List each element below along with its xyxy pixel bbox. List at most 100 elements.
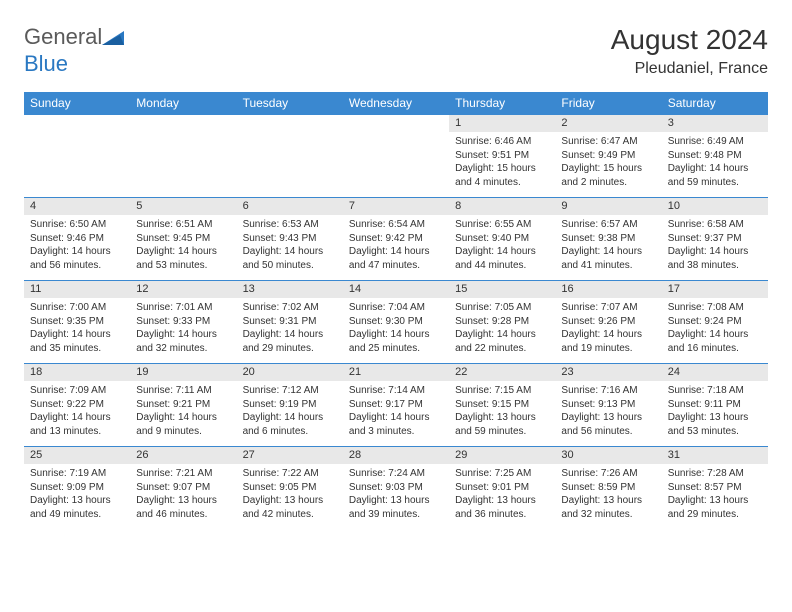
day-header-cell: Wednesday [343, 92, 449, 114]
day-header-cell: Sunday [24, 92, 130, 114]
daylight-text: Daylight: 14 hours and 32 minutes. [136, 328, 230, 355]
day-number: 3 [662, 115, 768, 132]
day-header-cell: Thursday [449, 92, 555, 114]
day-number: 18 [24, 364, 130, 381]
day-cell: 13Sunrise: 7:02 AMSunset: 9:31 PMDayligh… [237, 281, 343, 363]
day-number: 12 [130, 281, 236, 298]
day-number: 29 [449, 447, 555, 464]
day-content: Sunrise: 7:02 AMSunset: 9:31 PMDaylight:… [237, 298, 343, 361]
sunset-text: Sunset: 9:01 PM [455, 481, 549, 495]
day-header-row: SundayMondayTuesdayWednesdayThursdayFrid… [24, 92, 768, 114]
daylight-text: Daylight: 14 hours and 59 minutes. [668, 162, 762, 189]
sunrise-text: Sunrise: 6:53 AM [243, 218, 337, 232]
sunrise-text: Sunrise: 6:47 AM [561, 135, 655, 149]
logo-text-blue: Blue [24, 51, 68, 76]
day-number: 9 [555, 198, 661, 215]
sunset-text: Sunset: 9:03 PM [349, 481, 443, 495]
day-content: Sunrise: 7:08 AMSunset: 9:24 PMDaylight:… [662, 298, 768, 361]
day-cell: 8Sunrise: 6:55 AMSunset: 9:40 PMDaylight… [449, 198, 555, 280]
sunset-text: Sunset: 9:26 PM [561, 315, 655, 329]
day-number: 1 [449, 115, 555, 132]
day-header-cell: Tuesday [237, 92, 343, 114]
sunrise-text: Sunrise: 6:49 AM [668, 135, 762, 149]
day-cell: 30Sunrise: 7:26 AMSunset: 8:59 PMDayligh… [555, 447, 661, 529]
day-content: Sunrise: 7:12 AMSunset: 9:19 PMDaylight:… [237, 381, 343, 444]
day-cell: 16Sunrise: 7:07 AMSunset: 9:26 PMDayligh… [555, 281, 661, 363]
daylight-text: Daylight: 14 hours and 19 minutes. [561, 328, 655, 355]
sunset-text: Sunset: 9:15 PM [455, 398, 549, 412]
daylight-text: Daylight: 13 hours and 39 minutes. [349, 494, 443, 521]
sunset-text: Sunset: 9:35 PM [30, 315, 124, 329]
day-number: 16 [555, 281, 661, 298]
daylight-text: Daylight: 14 hours and 50 minutes. [243, 245, 337, 272]
sunset-text: Sunset: 9:46 PM [30, 232, 124, 246]
sunset-text: Sunset: 9:31 PM [243, 315, 337, 329]
day-content: Sunrise: 6:55 AMSunset: 9:40 PMDaylight:… [449, 215, 555, 278]
sunrise-text: Sunrise: 7:24 AM [349, 467, 443, 481]
day-cell: 18Sunrise: 7:09 AMSunset: 9:22 PMDayligh… [24, 364, 130, 446]
sunrise-text: Sunrise: 7:11 AM [136, 384, 230, 398]
daylight-text: Daylight: 14 hours and 22 minutes. [455, 328, 549, 355]
week-row: 25Sunrise: 7:19 AMSunset: 9:09 PMDayligh… [24, 446, 768, 529]
daylight-text: Daylight: 13 hours and 42 minutes. [243, 494, 337, 521]
day-content: Sunrise: 7:28 AMSunset: 8:57 PMDaylight:… [662, 464, 768, 527]
day-cell: 28Sunrise: 7:24 AMSunset: 9:03 PMDayligh… [343, 447, 449, 529]
day-cell: 1Sunrise: 6:46 AMSunset: 9:51 PMDaylight… [449, 115, 555, 197]
day-number: 31 [662, 447, 768, 464]
logo: General Blue [24, 24, 124, 77]
day-cell: 5Sunrise: 6:51 AMSunset: 9:45 PMDaylight… [130, 198, 236, 280]
day-number [343, 115, 449, 132]
day-content: Sunrise: 7:14 AMSunset: 9:17 PMDaylight:… [343, 381, 449, 444]
sunrise-text: Sunrise: 7:16 AM [561, 384, 655, 398]
sunset-text: Sunset: 9:09 PM [30, 481, 124, 495]
sunrise-text: Sunrise: 7:22 AM [243, 467, 337, 481]
sunset-text: Sunset: 9:19 PM [243, 398, 337, 412]
day-cell: 12Sunrise: 7:01 AMSunset: 9:33 PMDayligh… [130, 281, 236, 363]
sunset-text: Sunset: 9:22 PM [30, 398, 124, 412]
day-content: Sunrise: 7:07 AMSunset: 9:26 PMDaylight:… [555, 298, 661, 361]
day-cell: 29Sunrise: 7:25 AMSunset: 9:01 PMDayligh… [449, 447, 555, 529]
month-title: August 2024 [611, 24, 768, 56]
sunrise-text: Sunrise: 7:00 AM [30, 301, 124, 315]
daylight-text: Daylight: 14 hours and 3 minutes. [349, 411, 443, 438]
header: General Blue August 2024 Pleudaniel, Fra… [24, 24, 768, 78]
day-cell [343, 115, 449, 197]
sunrise-text: Sunrise: 6:57 AM [561, 218, 655, 232]
daylight-text: Daylight: 14 hours and 6 minutes. [243, 411, 337, 438]
daylight-text: Daylight: 14 hours and 47 minutes. [349, 245, 443, 272]
day-number: 4 [24, 198, 130, 215]
sunrise-text: Sunrise: 7:19 AM [30, 467, 124, 481]
logo-text-general: General [24, 24, 102, 49]
daylight-text: Daylight: 15 hours and 2 minutes. [561, 162, 655, 189]
sunrise-text: Sunrise: 7:05 AM [455, 301, 549, 315]
daylight-text: Daylight: 14 hours and 25 minutes. [349, 328, 443, 355]
sunrise-text: Sunrise: 6:51 AM [136, 218, 230, 232]
sunset-text: Sunset: 9:07 PM [136, 481, 230, 495]
daylight-text: Daylight: 13 hours and 36 minutes. [455, 494, 549, 521]
sunset-text: Sunset: 9:45 PM [136, 232, 230, 246]
sunrise-text: Sunrise: 7:01 AM [136, 301, 230, 315]
week-row: 11Sunrise: 7:00 AMSunset: 9:35 PMDayligh… [24, 280, 768, 363]
day-number: 22 [449, 364, 555, 381]
day-number: 10 [662, 198, 768, 215]
week-row: 1Sunrise: 6:46 AMSunset: 9:51 PMDaylight… [24, 114, 768, 197]
sunset-text: Sunset: 9:30 PM [349, 315, 443, 329]
day-cell: 25Sunrise: 7:19 AMSunset: 9:09 PMDayligh… [24, 447, 130, 529]
day-number: 21 [343, 364, 449, 381]
day-number: 8 [449, 198, 555, 215]
sunrise-text: Sunrise: 7:26 AM [561, 467, 655, 481]
day-content: Sunrise: 7:21 AMSunset: 9:07 PMDaylight:… [130, 464, 236, 527]
sunset-text: Sunset: 9:24 PM [668, 315, 762, 329]
daylight-text: Daylight: 13 hours and 46 minutes. [136, 494, 230, 521]
daylight-text: Daylight: 14 hours and 38 minutes. [668, 245, 762, 272]
sunset-text: Sunset: 9:48 PM [668, 149, 762, 163]
day-number: 15 [449, 281, 555, 298]
day-content: Sunrise: 7:24 AMSunset: 9:03 PMDaylight:… [343, 464, 449, 527]
day-cell: 3 Sunrise: 6:49 AMSunset: 9:48 PMDaylight… [662, 115, 768, 197]
sunrise-text: Sunrise: 7:08 AM [668, 301, 762, 315]
daylight-text: Daylight: 14 hours and 9 minutes. [136, 411, 230, 438]
day-number: 23 [555, 364, 661, 381]
day-cell: 6Sunrise: 6:53 AMSunset: 9:43 PMDaylight… [237, 198, 343, 280]
sunrise-text: Sunrise: 7:21 AM [136, 467, 230, 481]
daylight-text: Daylight: 14 hours and 53 minutes. [136, 245, 230, 272]
